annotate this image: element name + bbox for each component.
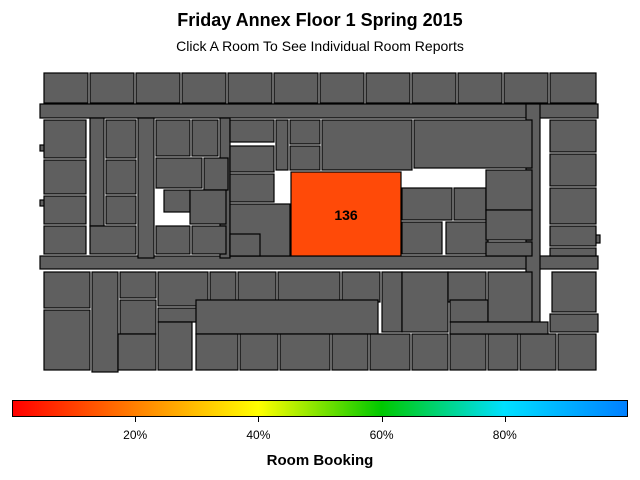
room[interactable] <box>401 221 443 255</box>
room[interactable] <box>487 333 519 371</box>
colorbar-tick-label: 80% <box>492 428 517 442</box>
room[interactable] <box>485 169 533 211</box>
room[interactable] <box>381 271 403 333</box>
room[interactable] <box>279 333 331 371</box>
room[interactable] <box>105 159 137 195</box>
colorbar-tick <box>258 417 260 422</box>
room[interactable] <box>277 271 341 303</box>
room[interactable] <box>449 299 489 323</box>
room[interactable] <box>289 145 321 171</box>
room[interactable] <box>181 72 227 104</box>
room[interactable] <box>549 247 597 257</box>
corridor <box>137 117 155 259</box>
room[interactable] <box>449 321 549 335</box>
room[interactable] <box>105 119 137 159</box>
room[interactable] <box>43 195 87 225</box>
room[interactable] <box>229 233 261 257</box>
floor-plan: 136 <box>39 72 601 373</box>
room[interactable] <box>321 119 413 171</box>
room[interactable] <box>519 333 557 371</box>
room[interactable] <box>485 241 533 257</box>
room[interactable] <box>43 225 87 255</box>
room[interactable] <box>401 187 453 221</box>
room[interactable] <box>457 72 503 104</box>
room[interactable] <box>557 333 597 371</box>
room[interactable] <box>411 333 449 371</box>
room-136-label: 136 <box>334 207 358 223</box>
room[interactable] <box>195 333 239 371</box>
room[interactable] <box>369 333 411 371</box>
room[interactable] <box>227 72 273 104</box>
map-title: Friday Annex Floor 1 Spring 2015 <box>177 10 463 30</box>
room[interactable] <box>191 225 227 255</box>
room[interactable] <box>365 72 411 104</box>
room[interactable] <box>445 221 489 255</box>
colorbar-tick <box>504 417 506 422</box>
room[interactable] <box>119 299 157 335</box>
room[interactable] <box>105 195 137 225</box>
room[interactable] <box>289 119 321 145</box>
colorbar-tick-label: 60% <box>369 428 394 442</box>
room[interactable] <box>447 271 487 303</box>
room[interactable] <box>191 119 219 157</box>
room[interactable] <box>487 271 533 323</box>
room[interactable] <box>89 72 135 104</box>
room[interactable] <box>319 72 365 104</box>
room[interactable] <box>43 119 87 159</box>
colorbar-tick-label: 20% <box>123 428 148 442</box>
room-136[interactable] <box>290 171 402 257</box>
corridor <box>39 103 599 119</box>
room[interactable] <box>229 145 275 173</box>
room[interactable] <box>549 119 597 153</box>
room[interactable] <box>203 157 229 191</box>
room[interactable] <box>453 187 487 221</box>
room[interactable] <box>135 72 181 104</box>
room[interactable] <box>273 72 319 104</box>
room[interactable] <box>195 299 379 335</box>
corridor <box>39 255 599 270</box>
room[interactable] <box>239 333 279 371</box>
room[interactable] <box>119 271 157 299</box>
room[interactable] <box>155 157 203 189</box>
room[interactable] <box>163 189 191 213</box>
room[interactable] <box>485 209 533 241</box>
room[interactable] <box>91 271 119 373</box>
room[interactable] <box>551 271 597 313</box>
colorbar-tick <box>135 417 137 422</box>
room[interactable] <box>549 313 599 333</box>
room[interactable] <box>549 72 597 104</box>
room[interactable] <box>43 159 87 195</box>
room[interactable] <box>43 309 91 371</box>
room[interactable] <box>155 119 191 157</box>
room[interactable] <box>237 271 277 303</box>
room[interactable] <box>117 333 157 371</box>
room[interactable] <box>229 119 275 143</box>
room[interactable] <box>89 225 137 255</box>
room[interactable] <box>401 271 449 333</box>
room[interactable] <box>209 271 237 303</box>
room[interactable] <box>341 271 381 303</box>
room[interactable] <box>411 72 457 104</box>
room[interactable] <box>449 333 487 371</box>
corridor <box>89 117 105 227</box>
room[interactable] <box>43 72 89 104</box>
colorbar-tick-label: 40% <box>246 428 271 442</box>
room[interactable] <box>331 333 369 371</box>
room[interactable] <box>157 321 193 371</box>
colorbar-tick <box>381 417 383 422</box>
room[interactable] <box>503 72 549 104</box>
room[interactable] <box>549 225 597 247</box>
booking-colorbar <box>12 400 628 417</box>
legend-title: Room Booking <box>266 452 374 469</box>
room[interactable] <box>229 173 275 203</box>
room[interactable] <box>275 119 289 171</box>
room[interactable] <box>549 153 597 187</box>
room[interactable] <box>549 187 597 225</box>
room[interactable] <box>413 119 533 169</box>
room[interactable] <box>43 271 91 309</box>
room[interactable] <box>189 189 227 225</box>
map-subtitle: Click A Room To See Individual Room Repo… <box>176 38 464 54</box>
room[interactable] <box>155 225 191 255</box>
